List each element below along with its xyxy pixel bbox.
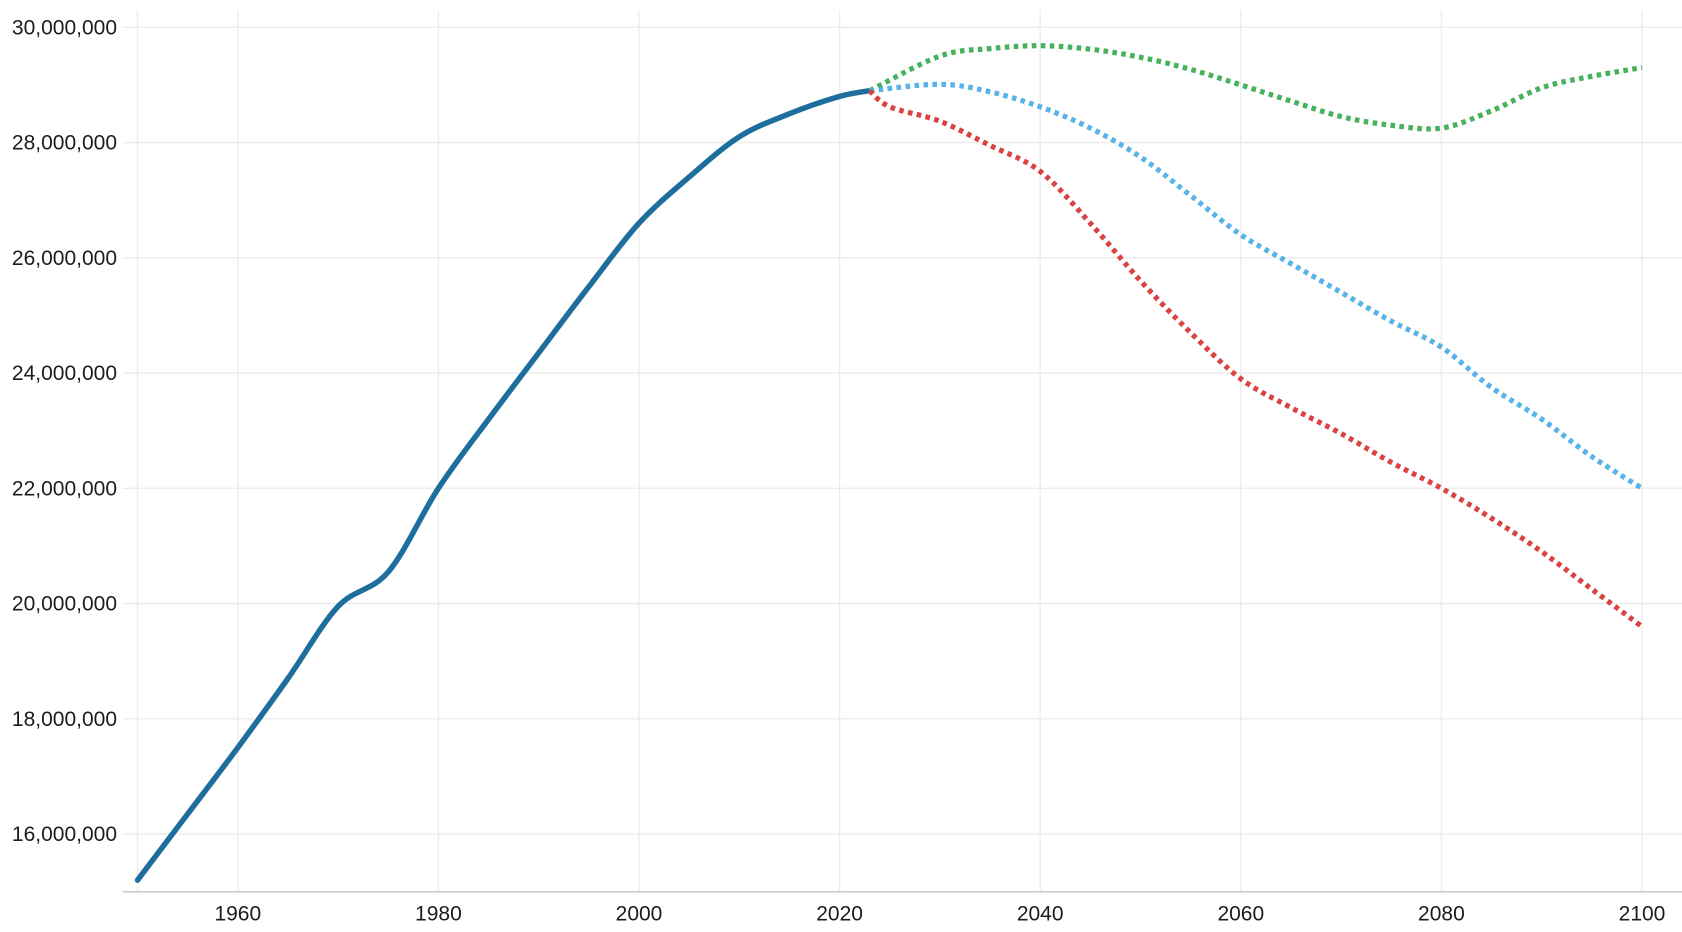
x-axis-tick-label: 2080 [1418, 903, 1465, 926]
x-axis-tick-label: 1980 [415, 903, 462, 926]
x-axis-tick-label: 1960 [214, 903, 261, 926]
x-axis-tick-label: 2060 [1217, 903, 1264, 926]
x-axis-tick-label: 2000 [616, 903, 663, 926]
series-historical-line [134, 87, 873, 883]
series-low-variant-line [867, 88, 1644, 629]
y-axis-tick-label: 30,000,000 [12, 16, 117, 39]
series-medium-variant-line [869, 81, 1644, 491]
x-axis-tick-label: 2100 [1619, 903, 1666, 926]
y-axis-tick-label: 18,000,000 [12, 708, 117, 731]
series-high-variant-line [868, 43, 1643, 132]
y-axis-tick-label: 22,000,000 [12, 477, 117, 500]
x-axis-tick-label: 2020 [816, 903, 863, 926]
y-axis-tick-label: 26,000,000 [12, 247, 117, 270]
y-axis-tick-label: 16,000,000 [12, 823, 117, 846]
y-axis-tick-label: 28,000,000 [12, 132, 117, 155]
y-axis-tick-label: 24,000,000 [12, 362, 117, 385]
x-axis-tick-label: 2040 [1017, 903, 1064, 926]
y-axis-tick-label: 20,000,000 [12, 593, 117, 616]
